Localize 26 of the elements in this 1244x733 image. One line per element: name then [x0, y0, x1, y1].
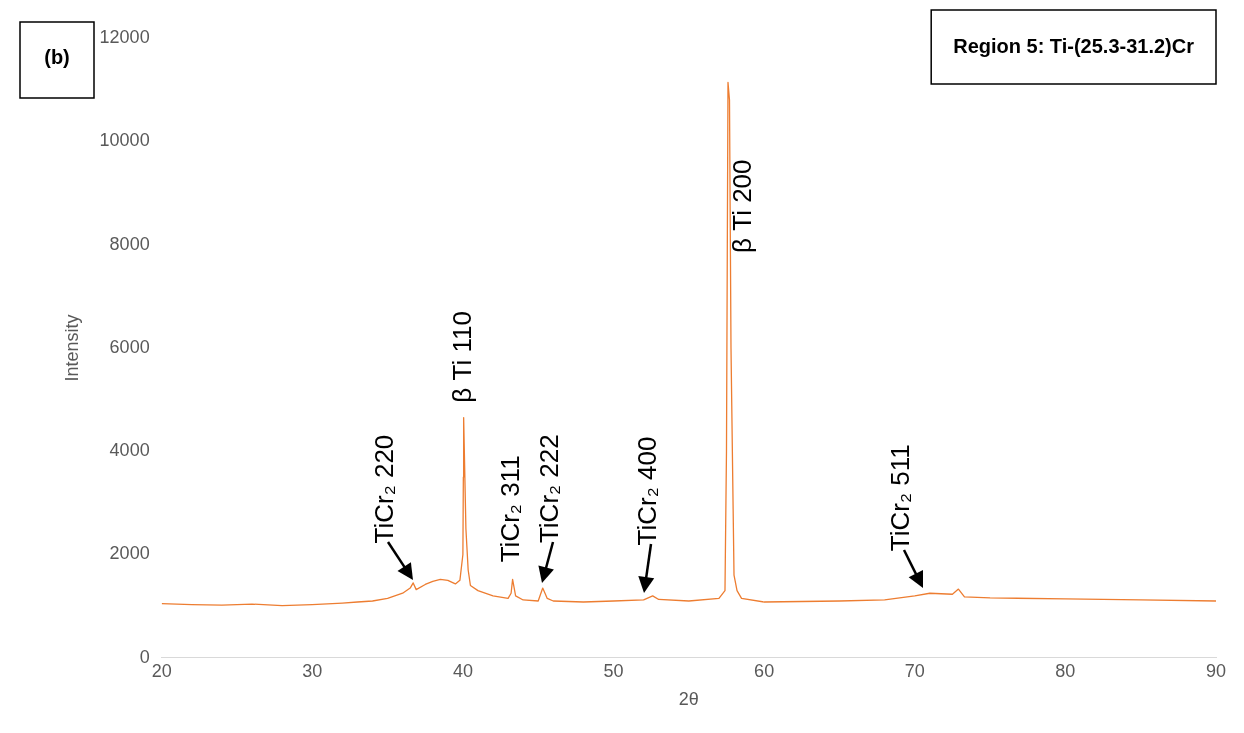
x-tick-label: 80 [1055, 660, 1076, 681]
y-tick-label: 6000 [109, 336, 150, 357]
x-tick-label: 30 [302, 660, 323, 681]
y-tick-label: 8000 [109, 233, 150, 254]
x-axis-title: 2θ [678, 689, 699, 710]
annotation: β Ti 200 [727, 159, 758, 253]
annotation: TiCr₂ 220 [368, 434, 399, 544]
x-tick-label: 40 [452, 660, 473, 681]
x-tick-label: 20 [151, 660, 172, 681]
text: (b) [44, 45, 70, 68]
annotation: β Ti 110 [446, 311, 477, 403]
x-tick-label: 50 [603, 660, 624, 681]
x-tick-label: 60 [754, 660, 775, 681]
chart-title: Region 5: Ti-(25.3-31.2)Cr [953, 34, 1195, 57]
annotation: TiCr₂ 511 [885, 444, 916, 552]
y-tick-label: 2000 [109, 543, 150, 564]
x-tick-label: 90 [1205, 660, 1227, 681]
annotation: TiCr₂ 311 [494, 455, 525, 563]
x-tick-label: 70 [904, 660, 925, 681]
y-axis-title: Intensity [61, 314, 82, 382]
y-tick-label: 4000 [109, 440, 150, 461]
annotation: TiCr₂ 222 [533, 434, 564, 544]
y-tick-label: 0 [139, 646, 150, 667]
annotation: TiCr₂ 400 [632, 436, 663, 546]
y-tick-label: 12000 [99, 26, 150, 47]
y-tick-label: 10000 [99, 130, 150, 151]
